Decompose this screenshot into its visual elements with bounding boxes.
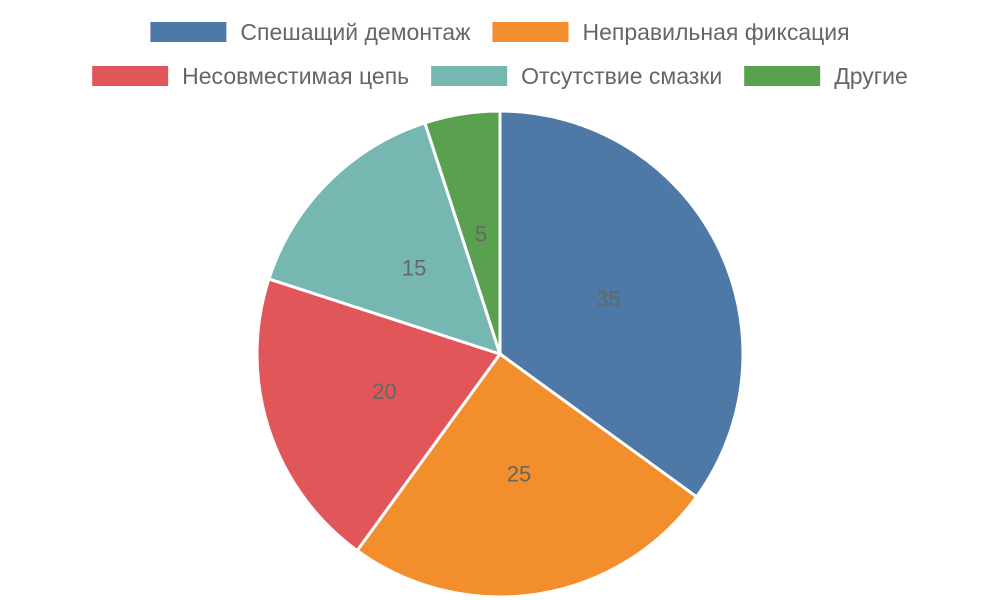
legend-label-3: Несовместимая цепь (182, 63, 409, 89)
legend-item-5[interactable]: Другие (744, 63, 908, 89)
legend-label-5: Другие (834, 63, 908, 89)
legend-label-1: Спешащий демонтаж (240, 19, 471, 45)
legend-item-2[interactable]: Неправильная фиксация (492, 19, 850, 45)
legend-swatch-5 (744, 66, 821, 86)
slice-labels: 35 25 20 15 5 (372, 221, 620, 486)
legend-swatch-1 (150, 22, 227, 42)
slice-value-label-2: 25 (507, 462, 531, 487)
slice-value-label-1: 35 (596, 286, 620, 311)
legend-swatch-2 (492, 22, 569, 42)
legend: Спешащий демонтаж Неправильная фиксация Не… (92, 19, 908, 89)
legend-swatch-3 (92, 66, 169, 86)
legend-item-3[interactable]: Несовместимая цепь (92, 63, 409, 89)
legend-item-4[interactable]: Отсутствие смазки (431, 63, 722, 89)
slice-value-label-5: 5 (475, 221, 487, 246)
pie-slice-5 (423, 109, 502, 355)
pie-slice-2 (355, 351, 699, 599)
legend-swatch-4 (431, 66, 508, 86)
pie-slices (255, 109, 745, 599)
slice-value-label-4: 15 (402, 256, 426, 281)
legend-label-4: Отсутствие смазки (521, 63, 722, 89)
slice-value-label-3: 20 (372, 379, 396, 404)
legend-label-2: Неправильная фиксация (582, 19, 849, 45)
pie-slice-1 (498, 109, 745, 499)
legend-item-1[interactable]: Спешащий демонтаж (150, 19, 471, 45)
pie-slice-3 (255, 277, 503, 553)
